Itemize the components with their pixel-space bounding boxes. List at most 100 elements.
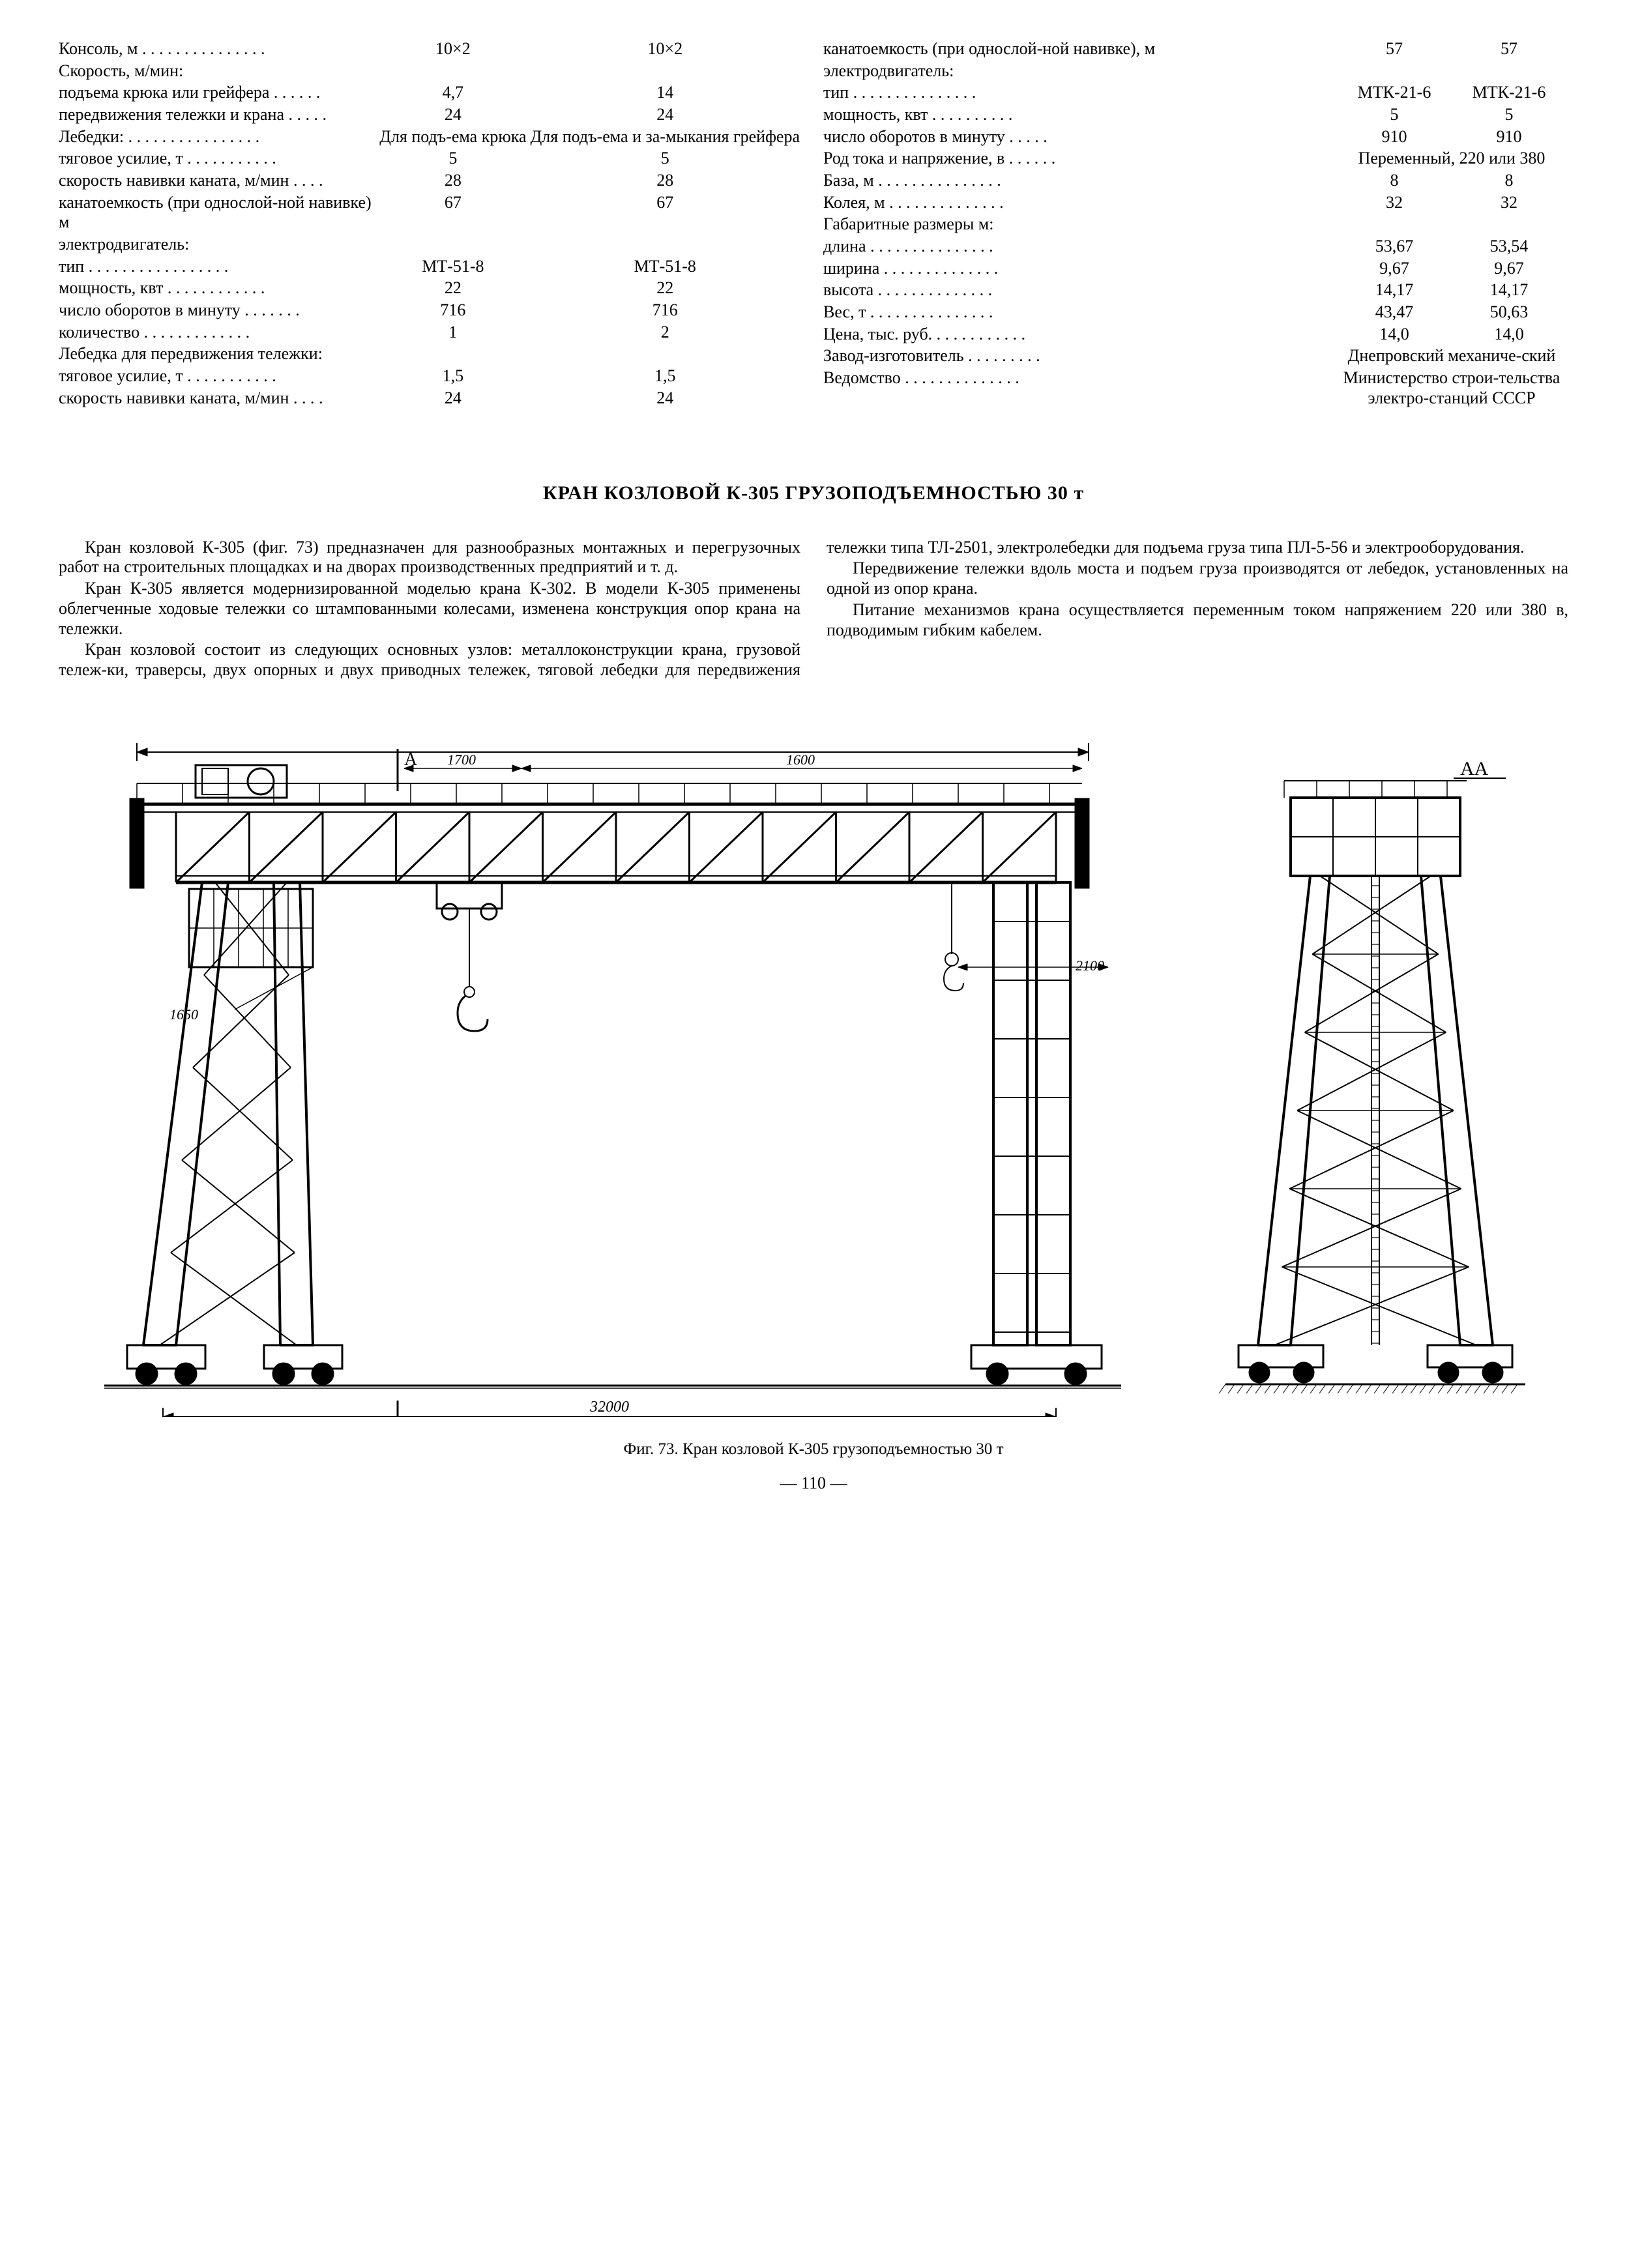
spec-value: 53,54	[1454, 237, 1568, 259]
spec-label: длина . . . . . . . . . . . . . . .	[823, 237, 1339, 259]
paragraph: Кран козловой К-305 (фиг. 73) предназнач…	[59, 538, 800, 577]
svg-text:32000: 32000	[589, 1399, 629, 1416]
spec-label: тяговое усилие, т . . . . . . . . . . .	[59, 149, 379, 171]
spec-value: 22	[531, 278, 804, 300]
spec-label: Колея, м . . . . . . . . . . . . . .	[823, 193, 1339, 215]
spec-value: 716	[379, 300, 530, 323]
spec-label: Скорость, м/мин:	[59, 61, 379, 83]
spec-label: мощность, квт . . . . . . . . . . . .	[59, 278, 379, 300]
svg-text:1600: 1600	[786, 751, 815, 768]
spec-value: 716	[531, 300, 804, 323]
spec-value: 14	[531, 83, 804, 105]
spec-label: электродвигатель:	[823, 61, 1339, 83]
spec-value: 8	[1454, 171, 1568, 193]
spec-value: 1,5	[531, 366, 804, 388]
spec-label: количество . . . . . . . . . . . . .	[59, 323, 379, 345]
spec-value	[379, 61, 530, 83]
spec-value: 910	[1454, 127, 1568, 149]
spec-value: 14,17	[1339, 280, 1454, 302]
spec-value	[531, 61, 804, 83]
svg-text:1700: 1700	[447, 751, 476, 768]
spec-label: число оборотов в минуту . . . . .	[823, 127, 1339, 149]
spec-value: 14,0	[1339, 325, 1454, 347]
paragraph: Передвижение тележки вдоль моста и подъе…	[827, 559, 1568, 598]
spec-table-left: Консоль, м . . . . . . . . . . . . . . .…	[59, 39, 804, 410]
spec-value	[379, 344, 530, 366]
paragraph: Кран К-305 является модернизированной мо…	[59, 579, 800, 639]
svg-text:2100: 2100	[1076, 957, 1104, 974]
spec-value: 57	[1339, 39, 1454, 61]
crane-drawing: АА170016001650210032000АА	[65, 733, 1564, 1417]
spec-value	[379, 235, 530, 257]
table-row: Род тока и напряжение, в . . . . . .Пере…	[823, 149, 1568, 171]
table-row: тяговое усилие, т . . . . . . . . . . .5…	[59, 149, 804, 171]
spec-value: 50,63	[1454, 302, 1568, 325]
spec-value: 24	[531, 105, 804, 127]
table-row: высота . . . . . . . . . . . . . .14,171…	[823, 280, 1568, 302]
svg-text:АА: АА	[1460, 758, 1489, 779]
table-row: длина . . . . . . . . . . . . . . .53,67…	[823, 237, 1568, 259]
section-title: КРАН КОЗЛОВОЙ К-305 ГРУЗОПОДЪЕМНОСТЬЮ 30…	[59, 482, 1568, 504]
spec-label: Ведомство . . . . . . . . . . . . . .	[823, 368, 1339, 410]
table-row: Вес, т . . . . . . . . . . . . . . .43,4…	[823, 302, 1568, 325]
spec-label: ширина . . . . . . . . . . . . . .	[823, 259, 1339, 281]
spec-value: 24	[531, 388, 804, 411]
spec-value: МТК-21-6	[1454, 83, 1568, 105]
table-row: Завод-изготовитель . . . . . . . . .Днеп…	[823, 346, 1568, 368]
spec-value: 57	[1454, 39, 1568, 61]
spec-value	[1339, 61, 1454, 83]
spec-label: тип . . . . . . . . . . . . . . . . .	[59, 257, 379, 279]
spec-value: 14,0	[1454, 325, 1568, 347]
spec-value: 8	[1339, 171, 1454, 193]
spec-value: 5	[1454, 105, 1568, 127]
svg-text:1650: 1650	[169, 1006, 198, 1023]
table-row: ширина . . . . . . . . . . . . . .9,679,…	[823, 259, 1568, 281]
spec-value: МТ-51-8	[379, 257, 530, 279]
spec-value	[1454, 214, 1568, 237]
spec-value: 24	[379, 105, 530, 127]
spec-value: 10×2	[379, 39, 530, 61]
spec-value: МТ-51-8	[531, 257, 804, 279]
spec-value: 5	[379, 149, 530, 171]
spec-value: 2	[531, 323, 804, 345]
spec-value: МТК-21-6	[1339, 83, 1454, 105]
spec-label: канатоемкость (при однослой-ной навивке)…	[59, 193, 379, 235]
spec-label: Габаритные размеры м:	[823, 214, 1339, 237]
table-row: количество . . . . . . . . . . . . .12	[59, 323, 804, 345]
table-row: скорость навивки каната, м/мин . . . .24…	[59, 388, 804, 411]
spec-tables: Консоль, м . . . . . . . . . . . . . . .…	[59, 39, 1568, 410]
body-text: Кран козловой К-305 (фиг. 73) предназнач…	[59, 538, 1568, 680]
spec-value: 1,5	[379, 366, 530, 388]
table-row: подъема крюка или грейфера . . . . . .4,…	[59, 83, 804, 105]
table-row: тип . . . . . . . . . . . . . . .МТК-21-…	[823, 83, 1568, 105]
spec-value: 32	[1454, 193, 1568, 215]
table-row: Скорость, м/мин:	[59, 61, 804, 83]
spec-label: скорость навивки каната, м/мин . . . .	[59, 171, 379, 193]
table-row: Колея, м . . . . . . . . . . . . . .3232	[823, 193, 1568, 215]
spec-label: канатоемкость (при однослой-ной навивке)…	[823, 39, 1339, 61]
figure-73: АА170016001650210032000АА Фиг. 73. Кран …	[59, 713, 1568, 1459]
spec-value: 4,7	[379, 83, 530, 105]
spec-value: 22	[379, 278, 530, 300]
spec-value: 53,67	[1339, 237, 1454, 259]
table-row: Лебедка для передвижения тележки:	[59, 344, 804, 366]
table-row: мощность, квт . . . . . . . . . .55	[823, 105, 1568, 127]
spec-label: подъема крюка или грейфера . . . . . .	[59, 83, 379, 105]
spec-value: 28	[379, 171, 530, 193]
spec-value	[531, 235, 804, 257]
table-row: число оборотов в минуту . . . . . . .716…	[59, 300, 804, 323]
table-row: тяговое усилие, т . . . . . . . . . . .1…	[59, 366, 804, 388]
spec-label: Вес, т . . . . . . . . . . . . . . .	[823, 302, 1339, 325]
spec-value: 1	[379, 323, 530, 345]
spec-value: 910	[1339, 127, 1454, 149]
spec-value: Днепровский механиче-ский	[1339, 346, 1568, 368]
spec-value: Для подъ-ема крюка	[379, 127, 530, 149]
spec-value	[1454, 61, 1568, 83]
spec-value: 9,67	[1454, 259, 1568, 281]
table-row: число оборотов в минуту . . . . .910910	[823, 127, 1568, 149]
spec-value: Министерство строи-тельства электро-стан…	[1339, 368, 1568, 410]
spec-value: 43,47	[1339, 302, 1454, 325]
spec-label: Лебедка для передвижения тележки:	[59, 344, 379, 366]
spec-value: 24	[379, 388, 530, 411]
spec-label: База, м . . . . . . . . . . . . . . .	[823, 171, 1339, 193]
